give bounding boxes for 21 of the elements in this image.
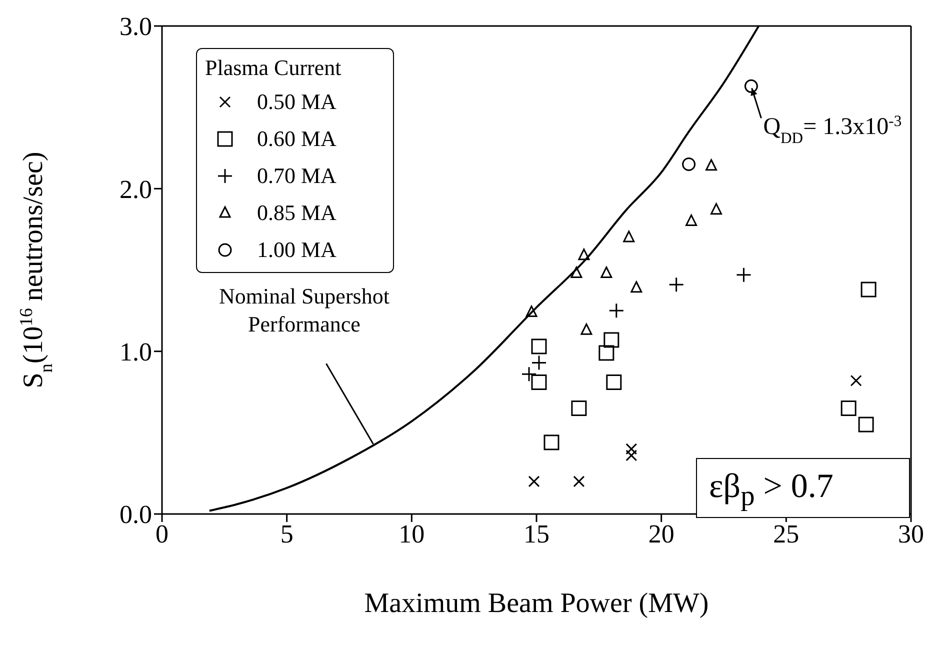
annotation: Q$_{DD}$= 1.3x10$^{-3}$	[763, 112, 902, 147]
x-axis-title: Maximum Beam Power (MW)	[364, 588, 709, 619]
y-tick-label: 3.0	[120, 12, 152, 42]
x-tick-label: 5	[280, 519, 294, 548]
annotation: Nominal Supershot Performance	[218, 284, 390, 337]
y-tick-label: 2.0	[120, 174, 152, 204]
legend-title: Plasma Current	[205, 54, 342, 82]
y-tick-label: 0.0	[120, 500, 152, 530]
legend-label: 0.60 MA	[257, 125, 336, 153]
legend-label: 0.70 MA	[257, 162, 336, 190]
x-tick-label: 0	[156, 519, 168, 548]
x-tick-label: 25	[773, 519, 800, 548]
x-tick-label: 15	[524, 519, 550, 548]
annotation: εβ$_{p}$ > 0.7	[696, 458, 910, 518]
legend-label: 0.85 MA	[257, 199, 336, 227]
legend-label: 1.00 MA	[257, 236, 336, 264]
x-tick-label: 20	[648, 519, 674, 548]
x-tick-label: 10	[398, 519, 425, 548]
legend-label: 0.50 MA	[257, 88, 336, 116]
y-tick-label: 1.0	[120, 338, 152, 367]
x-tick-label: 30	[898, 519, 924, 548]
